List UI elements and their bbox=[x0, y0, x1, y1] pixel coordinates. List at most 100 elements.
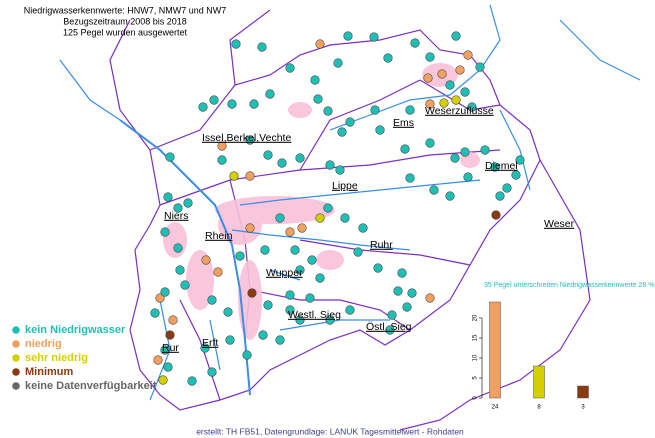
region-label: Issel,Berkel,Vechte bbox=[202, 132, 291, 144]
station-dot bbox=[200, 343, 210, 353]
station-dot bbox=[402, 302, 412, 312]
header-line: Niedrigwasserkennwerte: HNW7, NMW7 und N… bbox=[24, 5, 227, 15]
station-dot bbox=[410, 38, 420, 48]
station-dot bbox=[323, 106, 333, 116]
region-label: Ruhr bbox=[370, 239, 393, 251]
station-dot bbox=[315, 273, 325, 283]
station-dot bbox=[400, 144, 410, 154]
station-dot bbox=[235, 251, 245, 261]
region-label: Wupper bbox=[266, 267, 303, 279]
station-dot bbox=[187, 376, 197, 386]
stations bbox=[150, 31, 525, 386]
station-dot bbox=[290, 245, 300, 255]
region-label: Erft bbox=[202, 337, 218, 349]
legend-label: sehr niedrig bbox=[25, 352, 88, 364]
chart-title: 35 Pegel unterschreiten Niedrigwasserken… bbox=[484, 282, 654, 289]
legend-swatch bbox=[12, 382, 20, 390]
region-label: Lippe bbox=[332, 180, 358, 192]
station-dot bbox=[343, 31, 353, 41]
station-dot bbox=[160, 287, 170, 297]
region-label: Weser bbox=[544, 218, 575, 230]
station-dot bbox=[153, 355, 163, 365]
station-dot bbox=[163, 362, 173, 372]
station-dot bbox=[209, 95, 219, 105]
legend-label: Minimum bbox=[25, 366, 73, 378]
station-dot bbox=[385, 325, 395, 335]
station-dot bbox=[463, 172, 473, 182]
urban-area bbox=[163, 63, 480, 340]
station-dot bbox=[297, 223, 307, 233]
legend-swatch bbox=[12, 326, 20, 334]
station-dot bbox=[173, 243, 183, 253]
station-dot bbox=[425, 99, 435, 109]
bar-label: 8 bbox=[537, 405, 541, 411]
y-tick-label: 5 bbox=[473, 376, 479, 380]
station-dot bbox=[353, 247, 363, 257]
station-dot bbox=[425, 138, 435, 148]
station-dot bbox=[155, 293, 165, 303]
station-dot bbox=[358, 223, 368, 233]
station-dot bbox=[460, 147, 470, 157]
station-dot bbox=[480, 145, 490, 155]
station-dot bbox=[325, 160, 335, 170]
header: Niedrigwasserkennwerte: HNW7, NMW7 und N… bbox=[24, 5, 227, 37]
station-dot bbox=[285, 290, 295, 300]
station-dot bbox=[258, 330, 268, 340]
station-dot bbox=[325, 315, 335, 325]
region-label: Weserzuflüsse bbox=[425, 105, 494, 117]
station-dot bbox=[242, 350, 252, 360]
station-dot bbox=[335, 165, 345, 175]
station-dot bbox=[323, 203, 333, 213]
station-dot bbox=[249, 99, 259, 109]
station-dot bbox=[229, 171, 239, 181]
station-dot bbox=[275, 335, 285, 345]
station-dot bbox=[491, 210, 501, 220]
station-dot bbox=[307, 255, 317, 265]
station-dot bbox=[285, 63, 295, 73]
station-dot bbox=[451, 31, 461, 41]
station-dot bbox=[333, 58, 343, 68]
region-label: Ems bbox=[393, 117, 414, 129]
station-dot bbox=[495, 191, 505, 201]
station-dot bbox=[511, 170, 521, 180]
station-dot bbox=[407, 288, 417, 298]
station-dot bbox=[425, 52, 435, 62]
legend: kein Niedrigwasser niedrig sehr niedrig Min… bbox=[12, 324, 157, 392]
station-dot bbox=[173, 203, 183, 213]
station-dot bbox=[165, 330, 175, 340]
station-dot bbox=[198, 102, 208, 112]
station-dot bbox=[150, 308, 160, 318]
bar bbox=[577, 385, 589, 399]
station-dot bbox=[285, 227, 295, 237]
station-dot bbox=[285, 305, 295, 315]
station-dot bbox=[475, 62, 485, 72]
station-dot bbox=[315, 213, 325, 223]
station-dot bbox=[437, 69, 447, 79]
station-dot bbox=[429, 185, 439, 195]
station-dot bbox=[490, 162, 500, 172]
station-dot bbox=[450, 153, 460, 163]
station-dot bbox=[260, 245, 270, 255]
station-dot bbox=[225, 335, 235, 345]
region-label: Niers bbox=[164, 210, 189, 222]
river bbox=[59, 4, 641, 401]
station-dot bbox=[439, 98, 449, 108]
legend-swatch bbox=[12, 368, 20, 376]
station-dot bbox=[425, 293, 435, 303]
station-dot bbox=[163, 192, 173, 202]
legend-label: niedrig bbox=[25, 338, 62, 350]
bar-label: 24 bbox=[492, 405, 499, 411]
station-dot bbox=[213, 267, 223, 277]
station-dot bbox=[245, 223, 255, 233]
footer: erstellt: TH FB51, Datengrundlage: LANUK… bbox=[196, 426, 464, 436]
station-dot bbox=[423, 73, 433, 83]
station-dot bbox=[397, 268, 407, 278]
bar bbox=[533, 365, 545, 399]
station-dot bbox=[515, 155, 525, 165]
station-dot bbox=[315, 39, 325, 49]
station-dot bbox=[277, 158, 287, 168]
station-dot bbox=[165, 152, 175, 162]
station-dot bbox=[158, 375, 168, 385]
y-tick-label: 15 bbox=[473, 334, 479, 341]
region-label: Rur bbox=[162, 342, 179, 354]
